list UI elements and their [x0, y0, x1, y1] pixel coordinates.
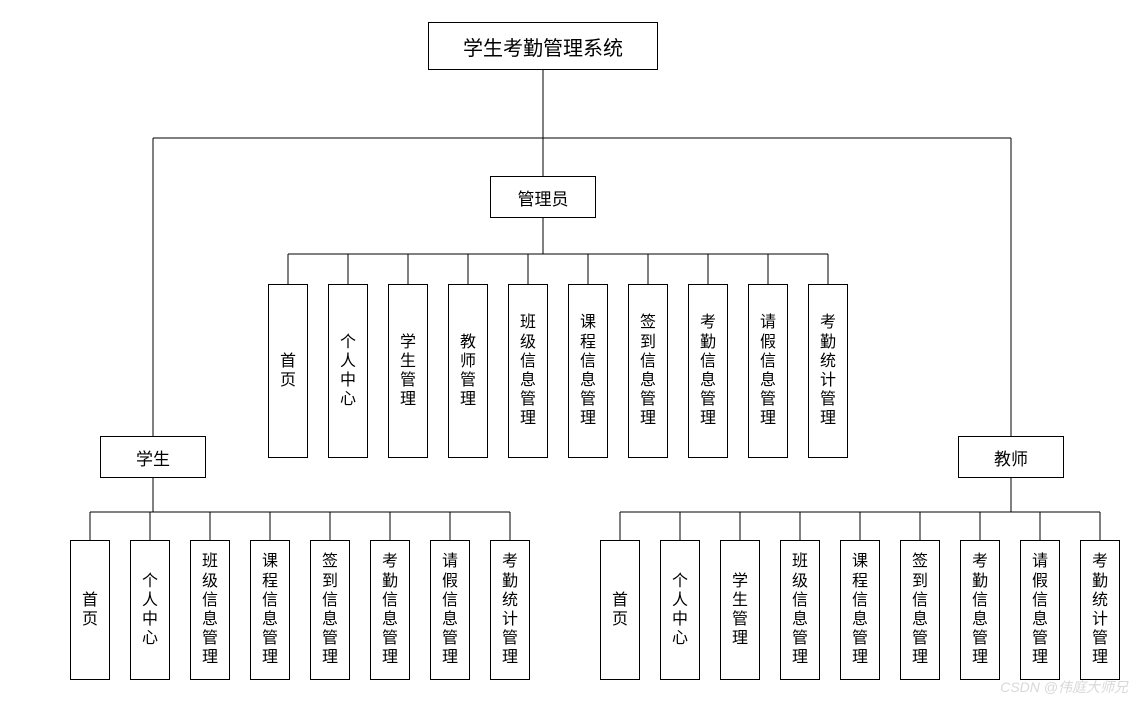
node-t5: 签到信息管理 — [900, 540, 940, 680]
node-root: 学生考勤管理系统 — [428, 22, 658, 70]
node-s4: 签到信息管理 — [310, 540, 350, 680]
node-s6: 请假信息管理 — [430, 540, 470, 680]
node-s1: 个人中心 — [130, 540, 170, 680]
node-a1: 个人中心 — [328, 284, 368, 458]
node-t1: 个人中心 — [660, 540, 700, 680]
diagram-canvas: CSDN @伟庭大师兄 学生考勤管理系统管理员学生教师首页个人中心学生管理教师管… — [0, 0, 1136, 701]
node-t0: 首页 — [600, 540, 640, 680]
node-t3: 班级信息管理 — [780, 540, 820, 680]
node-a2: 学生管理 — [388, 284, 428, 458]
node-a7: 考勤信息管理 — [688, 284, 728, 458]
node-t6: 考勤信息管理 — [960, 540, 1000, 680]
watermark: CSDN @伟庭大师兄 — [1000, 677, 1128, 697]
node-t8: 考勤统计管理 — [1080, 540, 1120, 680]
node-a3: 教师管理 — [448, 284, 488, 458]
node-t4: 课程信息管理 — [840, 540, 880, 680]
node-t2: 学生管理 — [720, 540, 760, 680]
node-s2: 班级信息管理 — [190, 540, 230, 680]
node-t7: 请假信息管理 — [1020, 540, 1060, 680]
node-a8: 请假信息管理 — [748, 284, 788, 458]
node-a0: 首页 — [268, 284, 308, 458]
node-a9: 考勤统计管理 — [808, 284, 848, 458]
node-teacher: 教师 — [958, 436, 1064, 478]
node-a6: 签到信息管理 — [628, 284, 668, 458]
node-s7: 考勤统计管理 — [490, 540, 530, 680]
node-student: 学生 — [100, 436, 206, 478]
node-a4: 班级信息管理 — [508, 284, 548, 458]
node-a5: 课程信息管理 — [568, 284, 608, 458]
node-s5: 考勤信息管理 — [370, 540, 410, 680]
node-s3: 课程信息管理 — [250, 540, 290, 680]
node-s0: 首页 — [70, 540, 110, 680]
node-admin: 管理员 — [490, 176, 596, 218]
